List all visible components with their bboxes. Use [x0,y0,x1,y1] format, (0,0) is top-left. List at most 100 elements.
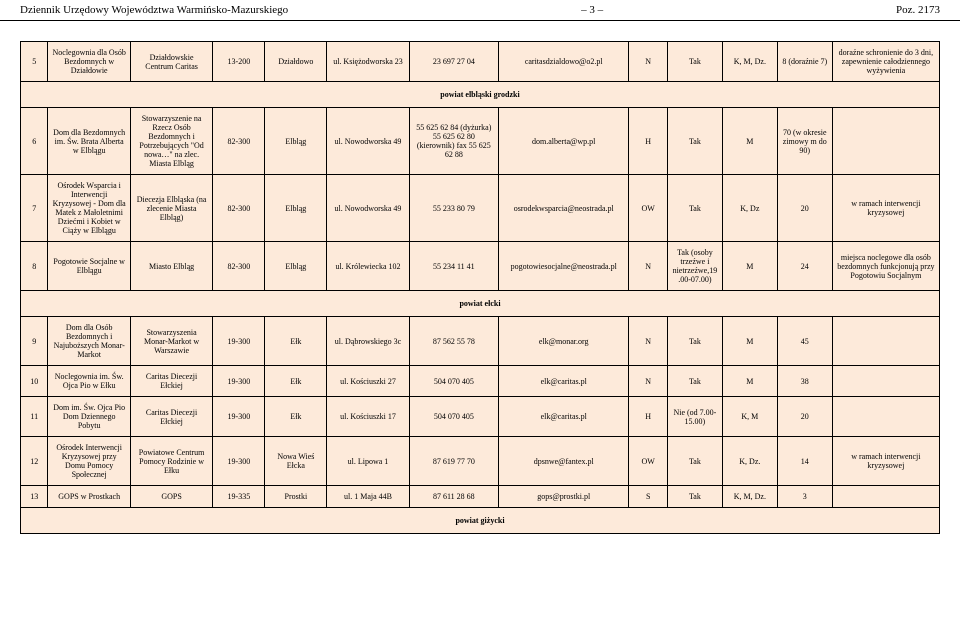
cell-addr: ul. Królewiecka 102 [327,242,409,291]
cell-op: Caritas Diecezji Ełckiej [130,397,212,437]
cell-cap: 14 [777,437,832,486]
cell-op: Miasto Elbląg [130,242,212,291]
cell-name: Dom dla Osób Bezdomnych i Najuboższych M… [48,317,130,366]
cell-who: N [629,317,667,366]
cell-zip: 19-300 [213,317,265,366]
cell-city: Ełk [265,397,327,437]
cell-email: dom.alberta@wp.pl [498,108,629,175]
cell-who: N [629,42,667,82]
cell-phone: 87 562 55 78 [409,317,498,366]
table-row: 8Pogotowie Socjalne w ElbląguMiasto Elbl… [21,242,940,291]
cell-who: N [629,366,667,397]
cell-cap: 24 [777,242,832,291]
table-row: 10Noclegownia im. Św. Ojca Pio w EłkuCar… [21,366,940,397]
cell-no: 11 [21,397,48,437]
section-header: powiat giżycki [21,508,940,534]
cell-name: Dom dla Bezdomnych im. Św. Brata Alberta… [48,108,130,175]
cell-email: pogotowiesocjalne@neostrada.pl [498,242,629,291]
cell-no: 6 [21,108,48,175]
cell-notes [832,317,939,366]
cell-city: Elbląg [265,108,327,175]
table-row: 9Dom dla Osób Bezdomnych i Najuboższych … [21,317,940,366]
cell-email: gops@prostki.pl [498,486,629,508]
cell-city: Ełk [265,317,327,366]
table-row: 13GOPS w ProstkachGOPS19-335Prostkiul. 1… [21,486,940,508]
cell-free: Tak (osoby trzeźwe i nietrzeźwe,19.00-07… [667,242,722,291]
cell-addr: ul. Nowodworska 49 [327,108,409,175]
journal-title: Dziennik Urzędowy Województwa Warmińsko-… [20,4,288,16]
table-row: 11Dom im. Św. Ojca Pio Dom Dziennego Pob… [21,397,940,437]
cell-zip: 82-300 [213,108,265,175]
cell-name: Ośrodek Interwencji Kryzysowej przy Domu… [48,437,130,486]
cell-name: Pogotowie Socjalne w Elblągu [48,242,130,291]
cell-type: M [722,108,777,175]
cell-type: K, Dz [722,175,777,242]
cell-op: Działdowskie Centrum Caritas [130,42,212,82]
section-header: powiat ełcki [21,291,940,317]
cell-free: Nie (od 7.00-15.00) [667,397,722,437]
cell-type: K, Dz. [722,437,777,486]
cell-op: GOPS [130,486,212,508]
cell-city: Działdowo [265,42,327,82]
cell-who: OW [629,437,667,486]
cell-addr: ul. Dąbrowskiego 3c [327,317,409,366]
cell-free: Tak [667,486,722,508]
cell-zip: 19-335 [213,486,265,508]
cell-phone: 23 697 27 04 [409,42,498,82]
cell-no: 8 [21,242,48,291]
cell-no: 12 [21,437,48,486]
cell-phone: 55 625 62 84 (dyżurka) 55 625 62 80 (kie… [409,108,498,175]
cell-city: Elbląg [265,242,327,291]
cell-email: elk@monar.org [498,317,629,366]
cell-free: Tak [667,437,722,486]
cell-op: Caritas Diecezji Ełckiej [130,366,212,397]
cell-phone: 504 070 405 [409,397,498,437]
cell-free: Tak [667,42,722,82]
cell-zip: 13-200 [213,42,265,82]
cell-who: OW [629,175,667,242]
cell-zip: 19-300 [213,397,265,437]
cell-name: Noclegownia im. Św. Ojca Pio w Ełku [48,366,130,397]
cell-zip: 82-300 [213,242,265,291]
cell-cap: 3 [777,486,832,508]
cell-phone: 55 234 11 41 [409,242,498,291]
cell-addr: ul. Lipowa 1 [327,437,409,486]
cell-addr: ul. Księżodworska 23 [327,42,409,82]
cell-no: 5 [21,42,48,82]
cell-free: Tak [667,108,722,175]
cell-phone: 504 070 405 [409,366,498,397]
cell-zip: 19-300 [213,437,265,486]
cell-op: Stowarzyszenia Monar-Markot w Warszawie [130,317,212,366]
cell-who: H [629,108,667,175]
section-header: powiat elbląski grodzki [21,82,940,108]
cell-cap: 8 (doraźnie 7) [777,42,832,82]
cell-op: Diecezja Elbląska (na zlecenie Miasta El… [130,175,212,242]
cell-city: Prostki [265,486,327,508]
cell-notes: doraźne schronienie do 3 dni, zapewnieni… [832,42,939,82]
cell-addr: ul. Nowodworska 49 [327,175,409,242]
cell-city: Elbląg [265,175,327,242]
cell-free: Tak [667,366,722,397]
cell-no: 13 [21,486,48,508]
cell-type: M [722,317,777,366]
cell-zip: 82-300 [213,175,265,242]
cell-name: Dom im. Św. Ojca Pio Dom Dziennego Pobyt… [48,397,130,437]
cell-email: elk@caritas.pl [498,397,629,437]
cell-free: Tak [667,175,722,242]
cell-addr: ul. Kościuszki 27 [327,366,409,397]
cell-notes [832,486,939,508]
cell-notes: miejsca noclegowe dla osób bezdomnych fu… [832,242,939,291]
table-row: 12Ośrodek Interwencji Kryzysowej przy Do… [21,437,940,486]
cell-free: Tak [667,317,722,366]
cell-notes: w ramach interwencji kryzysowej [832,437,939,486]
cell-cap: 38 [777,366,832,397]
cell-who: N [629,242,667,291]
cell-phone: 87 611 28 68 [409,486,498,508]
cell-name: Noclegownia dla Osób Bezdomnych w Działd… [48,42,130,82]
cell-type: M [722,242,777,291]
cell-notes [832,366,939,397]
cell-email: osrodekwsparcia@neostrada.pl [498,175,629,242]
data-table: 5Noclegownia dla Osób Bezdomnych w Dział… [20,41,940,534]
table-row: 5Noclegownia dla Osób Bezdomnych w Dział… [21,42,940,82]
cell-cap: 70 (w okresie zimowy m do 90) [777,108,832,175]
